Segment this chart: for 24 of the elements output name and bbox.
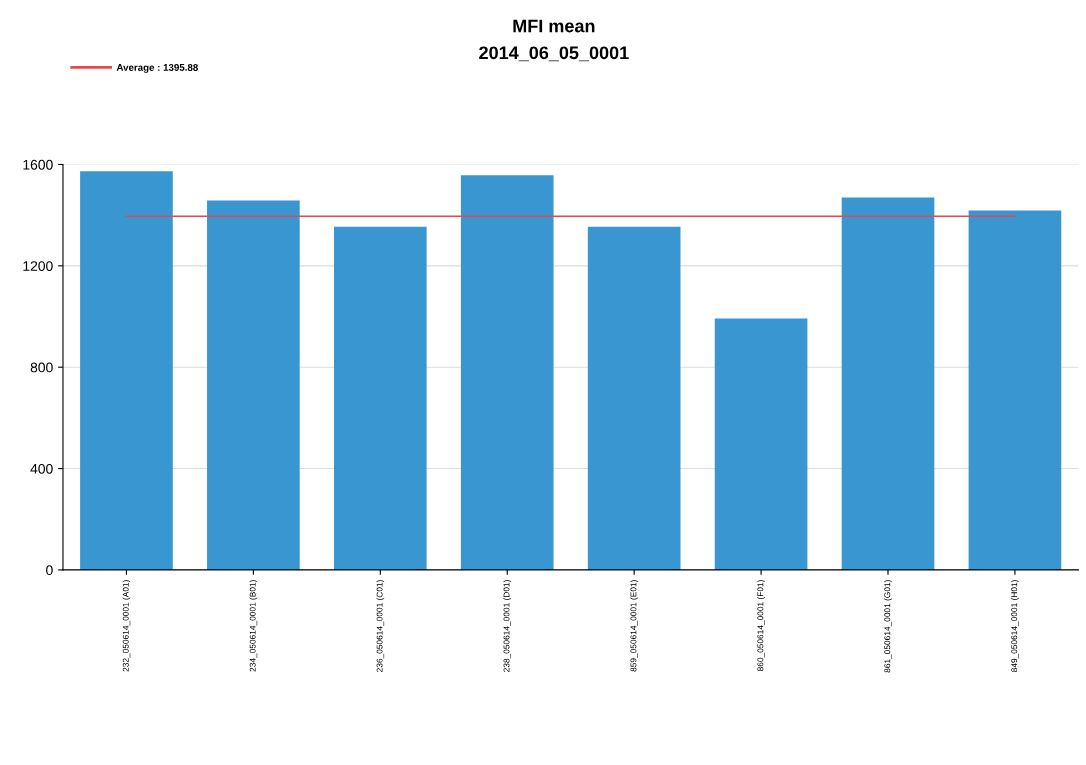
x-tick-label: 232_050614_0001 (A01) <box>122 580 131 672</box>
bar <box>80 171 173 570</box>
x-tick-label: 849_050614_0001 (H01) <box>1011 580 1019 672</box>
bar <box>968 210 1062 570</box>
y-tick-label: 1600 <box>23 159 53 170</box>
x-tick-label: 861_050614_0001 (G01) <box>884 580 892 673</box>
bar <box>207 200 300 570</box>
legend-label: Average : 1395.88 <box>116 64 198 73</box>
bar <box>333 226 427 570</box>
x-tick-label: 234_050614_0001 (B01) <box>249 580 258 672</box>
y-tick-label: 1200 <box>23 261 53 272</box>
bar <box>714 318 808 570</box>
bar <box>460 175 554 570</box>
bar <box>841 197 935 570</box>
chart-subtitle: 2014_06_05_0001 <box>479 46 629 62</box>
chart-title: MFI mean <box>513 19 595 33</box>
x-tick-label: 236_050614_0001 (C01) <box>376 580 385 672</box>
y-tick-label: 0 <box>46 565 53 576</box>
y-tick-label: 800 <box>30 362 53 373</box>
y-tick-label: 400 <box>30 463 53 474</box>
x-tick-label: 859_050614_0001 (E01) <box>630 580 639 672</box>
x-tick-label: 860_050614_0001 (F01) <box>757 580 765 672</box>
bar <box>587 226 681 570</box>
x-tick-label: 238_050614_0001 (D01) <box>503 580 512 672</box>
